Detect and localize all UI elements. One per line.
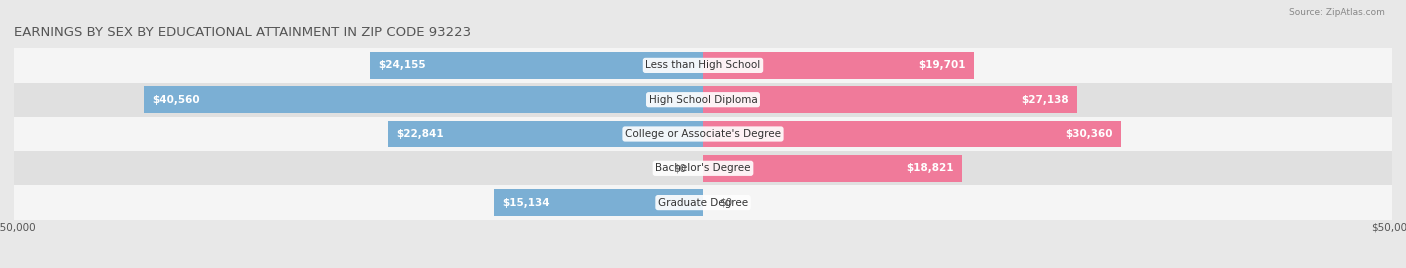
Text: $22,841: $22,841 bbox=[396, 129, 444, 139]
Text: $40,560: $40,560 bbox=[152, 95, 200, 105]
Text: $27,138: $27,138 bbox=[1021, 95, 1069, 105]
Bar bbox=[14, 48, 1392, 83]
Bar bbox=[14, 185, 1392, 220]
Text: $24,155: $24,155 bbox=[378, 60, 426, 70]
Bar bbox=[14, 117, 1392, 151]
Bar bbox=[388, 121, 703, 147]
Bar bbox=[703, 86, 1077, 113]
Text: Source: ZipAtlas.com: Source: ZipAtlas.com bbox=[1289, 8, 1385, 17]
Bar bbox=[145, 86, 703, 113]
Bar bbox=[703, 155, 962, 182]
Text: $15,134: $15,134 bbox=[503, 198, 550, 208]
Text: $18,821: $18,821 bbox=[907, 163, 955, 173]
Bar bbox=[14, 151, 1392, 185]
Text: High School Diploma: High School Diploma bbox=[648, 95, 758, 105]
Bar bbox=[495, 189, 703, 216]
Bar bbox=[370, 52, 703, 79]
Bar bbox=[703, 121, 1122, 147]
Text: Bachelor's Degree: Bachelor's Degree bbox=[655, 163, 751, 173]
Bar bbox=[14, 83, 1392, 117]
Text: EARNINGS BY SEX BY EDUCATIONAL ATTAINMENT IN ZIP CODE 93223: EARNINGS BY SEX BY EDUCATIONAL ATTAINMEN… bbox=[14, 26, 471, 39]
Text: $0: $0 bbox=[720, 198, 733, 208]
Text: Graduate Degree: Graduate Degree bbox=[658, 198, 748, 208]
Text: Less than High School: Less than High School bbox=[645, 60, 761, 70]
Text: $19,701: $19,701 bbox=[918, 60, 966, 70]
Text: College or Associate's Degree: College or Associate's Degree bbox=[626, 129, 780, 139]
Bar bbox=[703, 52, 974, 79]
Text: $30,360: $30,360 bbox=[1066, 129, 1114, 139]
Text: $0: $0 bbox=[673, 163, 686, 173]
